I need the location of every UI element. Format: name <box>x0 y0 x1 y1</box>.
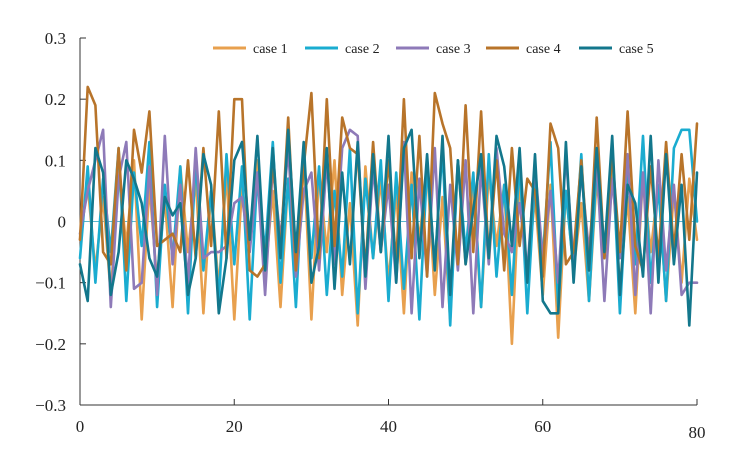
x-tick-label: 0 <box>76 417 85 436</box>
y-tick-label: −0.1 <box>35 274 66 293</box>
x-tick-label: 60 <box>534 417 551 436</box>
x-tick-label: 80 <box>689 423 706 442</box>
axes: 0.3 0.2 0.1 0 −0.1 −0.2 −0.3 0 20 40 60 80 <box>35 29 705 442</box>
series-line-case-5 <box>78 128 699 327</box>
legend-label: case 4 <box>526 42 561 57</box>
y-tick-label: −0.3 <box>35 396 66 415</box>
y-tick-label: 0.1 <box>45 151 66 170</box>
y-tick-label: −0.2 <box>35 335 66 354</box>
legend-label: case 3 <box>436 42 471 57</box>
y-tick-label: 0.2 <box>45 90 66 109</box>
legend-label: case 1 <box>253 42 288 57</box>
series-layer <box>78 85 699 346</box>
y-tick-label: 0.3 <box>45 29 66 48</box>
legend: case 1 case 2 case 3 case 4 case 5 <box>213 42 654 57</box>
legend-label: case 2 <box>345 42 380 57</box>
x-tick-label: 20 <box>226 417 243 436</box>
legend-label: case 5 <box>619 42 654 57</box>
x-tick-label: 40 <box>380 417 397 436</box>
y-tick-label: 0 <box>58 213 67 232</box>
